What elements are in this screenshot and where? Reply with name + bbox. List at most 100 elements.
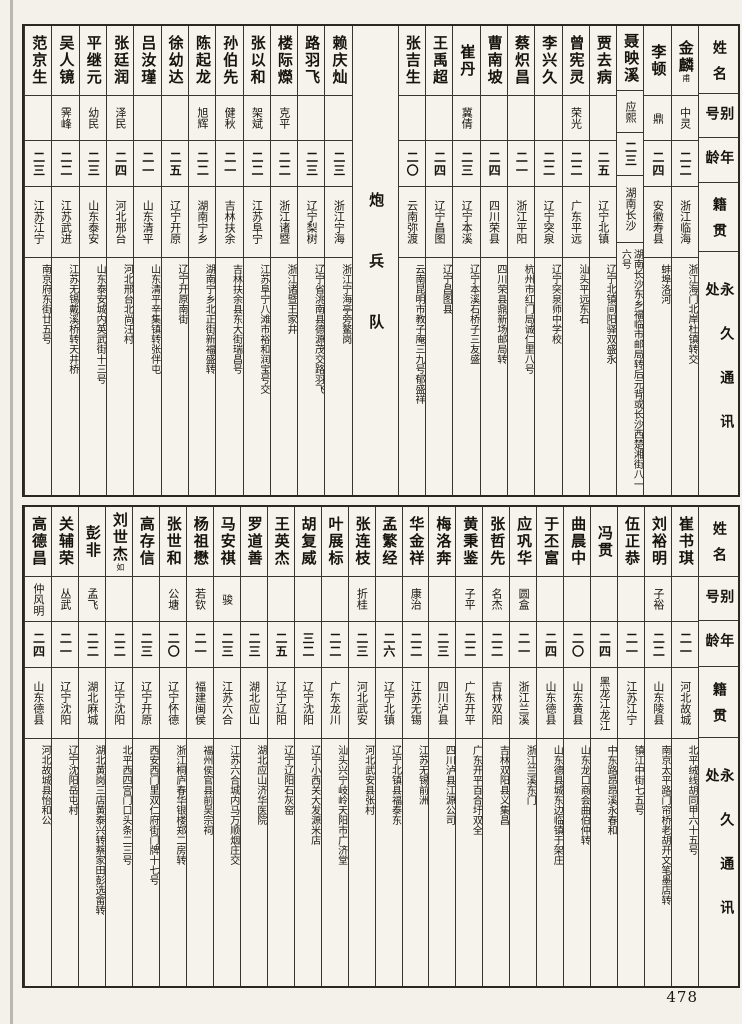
person-name: 吕汝瑾 xyxy=(134,26,161,96)
person-alias: 架斌 xyxy=(243,96,270,141)
person-column: 伍正恭 二一 江苏江宁 镇江中街七五号 xyxy=(617,507,645,986)
person-native-text: 辽宁北镇 xyxy=(382,681,396,725)
person-age-text: 二〇 xyxy=(570,631,585,658)
person-alias-text: 公塘 xyxy=(166,588,180,610)
person-name: 于丕富 xyxy=(537,507,564,577)
header-name-text: 姓名 xyxy=(710,521,727,574)
header-alias-text: 别号 xyxy=(703,588,735,615)
person-native-text: 山东清平 xyxy=(141,200,155,244)
person-alias-text: 应熙 xyxy=(624,100,638,123)
header-native: 籍贯 xyxy=(699,183,738,252)
person-address: 湖南长沙东乡福临市邮局转后元背或长沙西楚湘街八一六号 xyxy=(619,248,643,489)
person-name-text: 于丕富 xyxy=(542,516,561,567)
person-column: 范京生 二三 江苏江宁 南京府东街廿五号 xyxy=(24,26,52,495)
person-native: 广东平远 xyxy=(562,187,589,258)
person-age: 二一 xyxy=(507,141,535,187)
header-address-text: 永久通讯处 xyxy=(703,767,735,944)
person-column: 黄秉鉴 子平 二二 广东开平 广东开平百合圩双全 xyxy=(455,507,483,986)
person-alias-text: 泽民 xyxy=(113,107,127,129)
person-alias: 圆盒 xyxy=(510,577,537,622)
person-age-text: 二四 xyxy=(113,150,128,177)
person-native-text: 湖南宁乡 xyxy=(195,200,209,244)
person-native: 山东泰安 xyxy=(79,187,107,258)
person-alias: 冀倩 xyxy=(453,96,480,141)
person-age: 二三 xyxy=(429,622,456,668)
person-native-text: 江苏无锡 xyxy=(409,681,423,725)
person-native: 辽宁北镇 xyxy=(375,668,402,739)
person-age: 二二 xyxy=(402,622,429,668)
person-age-text: 二三 xyxy=(459,150,474,177)
person-age-text: 二二 xyxy=(112,631,127,658)
person-alias-text: 圆盒 xyxy=(517,588,531,610)
person-alias-text: 名杰 xyxy=(490,588,504,610)
person-age: 二五 xyxy=(161,141,188,187)
person-native: 河北故城 xyxy=(672,668,698,739)
person-native: 黑龙江龙江 xyxy=(591,668,618,739)
person-name: 张吉生 xyxy=(398,26,426,96)
person-age: 二二 xyxy=(456,622,483,668)
person-alias xyxy=(507,96,535,141)
person-name: 孙伯先 xyxy=(216,26,243,96)
person-native-text: 湖南长沙 xyxy=(624,186,638,231)
person-native-text: 辽宁突泉 xyxy=(542,200,556,244)
person-name-text: 蔡炽昌 xyxy=(512,35,531,86)
person-column: 孟繁经 二六 辽宁北镇 辽宁北镇县福泰东 xyxy=(374,507,402,986)
person-alias: 子裕 xyxy=(645,577,672,622)
person-native-text: 湖北麻城 xyxy=(85,681,99,725)
person-address: 杭州市红门局诚仁里八号 xyxy=(522,264,534,374)
person-native-text: 浙江宁海 xyxy=(332,200,346,244)
person-native: 江苏阜宁 xyxy=(243,187,270,258)
person-age-text: 二二 xyxy=(327,631,342,658)
person-column: 于丕富 二四 山东德县 山东德县城东边临镇于架庄 xyxy=(536,507,564,986)
person-alias-text: 架斌 xyxy=(250,107,264,129)
person-alias-text: 旭辉 xyxy=(195,107,209,129)
person-name: 张连枝 xyxy=(348,507,375,577)
person-native: 安徽寿县 xyxy=(644,187,671,258)
person-address: 辽宁北镇县福泰东 xyxy=(389,745,401,825)
person-native: 辽宁北镇 xyxy=(589,187,617,258)
person-address: 浙江桐庐春华银楼郑二房转 xyxy=(173,745,185,865)
person-native: 山东清平 xyxy=(134,187,161,258)
person-column: 胡复威 三二 辽宁沈阳 辽宁小西关大发源米店 xyxy=(293,507,321,986)
person-alias xyxy=(325,96,352,141)
person-address: 辽宁沈阳岳屯村 xyxy=(66,745,78,815)
person-alias: 折桂 xyxy=(348,577,375,622)
person-name-text: 华金祥 xyxy=(407,516,426,567)
person-alias: 名杰 xyxy=(483,577,510,622)
person-age: 二三 xyxy=(79,141,107,187)
person-age: 二二 xyxy=(52,141,79,187)
person-age-text: 二一 xyxy=(193,631,208,658)
person-age: 二一 xyxy=(216,141,243,187)
person-age-text: 二五 xyxy=(274,631,289,658)
person-address: 山东清平辛集镇转张伴屯 xyxy=(148,264,160,374)
person-native: 湖南宁乡 xyxy=(188,187,216,258)
person-address: 湖北黄岗三店黄泰兴转蔡家田彭选畲转 xyxy=(93,745,105,915)
person-alias-text: 荣光 xyxy=(569,107,583,129)
person-age-text: 二二 xyxy=(568,150,583,177)
person-name: 关辅荣 xyxy=(52,507,79,577)
person-native-text: 辽宁沈阳 xyxy=(112,681,126,725)
person-address: 山东德县城东边临镇于架庄 xyxy=(551,745,563,865)
person-address: 云南昆明市教子庵三九号郁盛祥 xyxy=(413,264,425,404)
person-name-text: 张连枝 xyxy=(353,516,372,567)
person-name-text: 梅洛奔 xyxy=(434,516,453,567)
roster-table-top: 姓名 别号 年龄 籍贯 永久通讯处 金麟甫 中灵 二二 浙江临海 浙江海门北岸杜镇转交 李顿鼎二四安… xyxy=(22,24,740,497)
person-column: 叶展标 二二 广东龙川 汕头兴宁岐岭天阳市广济堂 xyxy=(320,507,348,986)
header-address: 永久通讯处 xyxy=(699,738,738,986)
person-age: 二三 xyxy=(298,141,325,187)
person-name: 马安祺 xyxy=(213,507,240,577)
header-address: 永久通讯处 xyxy=(699,252,738,495)
person-alias: 克平 xyxy=(270,96,298,141)
person-native-text: 山东陵县 xyxy=(651,681,665,725)
person-native: 湖北应山 xyxy=(240,668,267,739)
person-alias xyxy=(106,577,132,622)
person-native: 江苏武进 xyxy=(52,187,79,258)
person-name: 范京生 xyxy=(25,26,52,96)
header-alias: 别号 xyxy=(699,577,738,622)
person-name-text: 张以和 xyxy=(248,35,267,86)
person-age-text: 二三 xyxy=(86,150,101,177)
person-alias: 健秋 xyxy=(216,96,243,141)
person-native-text: 辽宁开原 xyxy=(168,200,182,244)
person-native-text: 广东开平 xyxy=(463,681,477,725)
